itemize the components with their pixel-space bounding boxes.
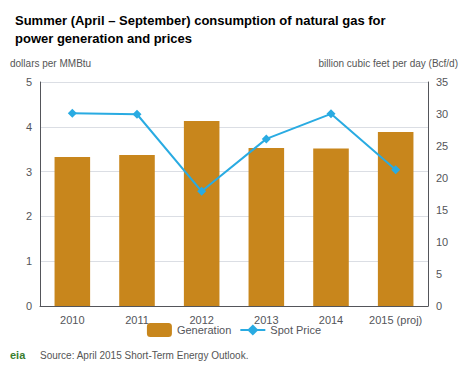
svg-text:5: 5 [436, 268, 442, 280]
svg-text:Generation: Generation [177, 324, 231, 336]
svg-text:0: 0 [436, 300, 442, 312]
svg-text:2: 2 [26, 210, 32, 222]
svg-text:Spot Price: Spot Price [270, 324, 321, 336]
svg-text:1: 1 [26, 255, 32, 267]
svg-text:4: 4 [26, 121, 32, 133]
svg-text:Source: April 2015 Short-Term: Source: April 2015 Short-Term Energy Out… [40, 350, 248, 361]
svg-text:power generation and prices: power generation and prices [15, 31, 192, 46]
svg-text:0: 0 [26, 300, 32, 312]
svg-text:25: 25 [436, 140, 448, 152]
svg-text:billion cubic feet per day (Bc: billion cubic feet per day (Bcf/d) [318, 58, 458, 69]
svg-text:2011: 2011 [125, 314, 149, 326]
svg-text:dollars per MMBtu: dollars per MMBtu [10, 58, 91, 69]
svg-text:2012: 2012 [189, 313, 214, 326]
svg-text:2010: 2010 [60, 314, 84, 326]
svg-text:20: 20 [436, 172, 448, 184]
svg-text:3: 3 [26, 166, 32, 178]
svg-text:15: 15 [436, 204, 448, 216]
svg-text:35: 35 [436, 76, 448, 88]
svg-text:eia: eia [10, 349, 26, 361]
svg-text:30: 30 [436, 108, 448, 120]
svg-text:2015 (proj): 2015 (proj) [369, 314, 422, 326]
svg-text:10: 10 [436, 236, 448, 248]
svg-text:2013: 2013 [254, 313, 279, 326]
svg-text:Summer (April – September) con: Summer (April – September) consumption o… [15, 13, 386, 28]
svg-text:5: 5 [26, 76, 32, 88]
svg-text:2014: 2014 [319, 314, 343, 326]
